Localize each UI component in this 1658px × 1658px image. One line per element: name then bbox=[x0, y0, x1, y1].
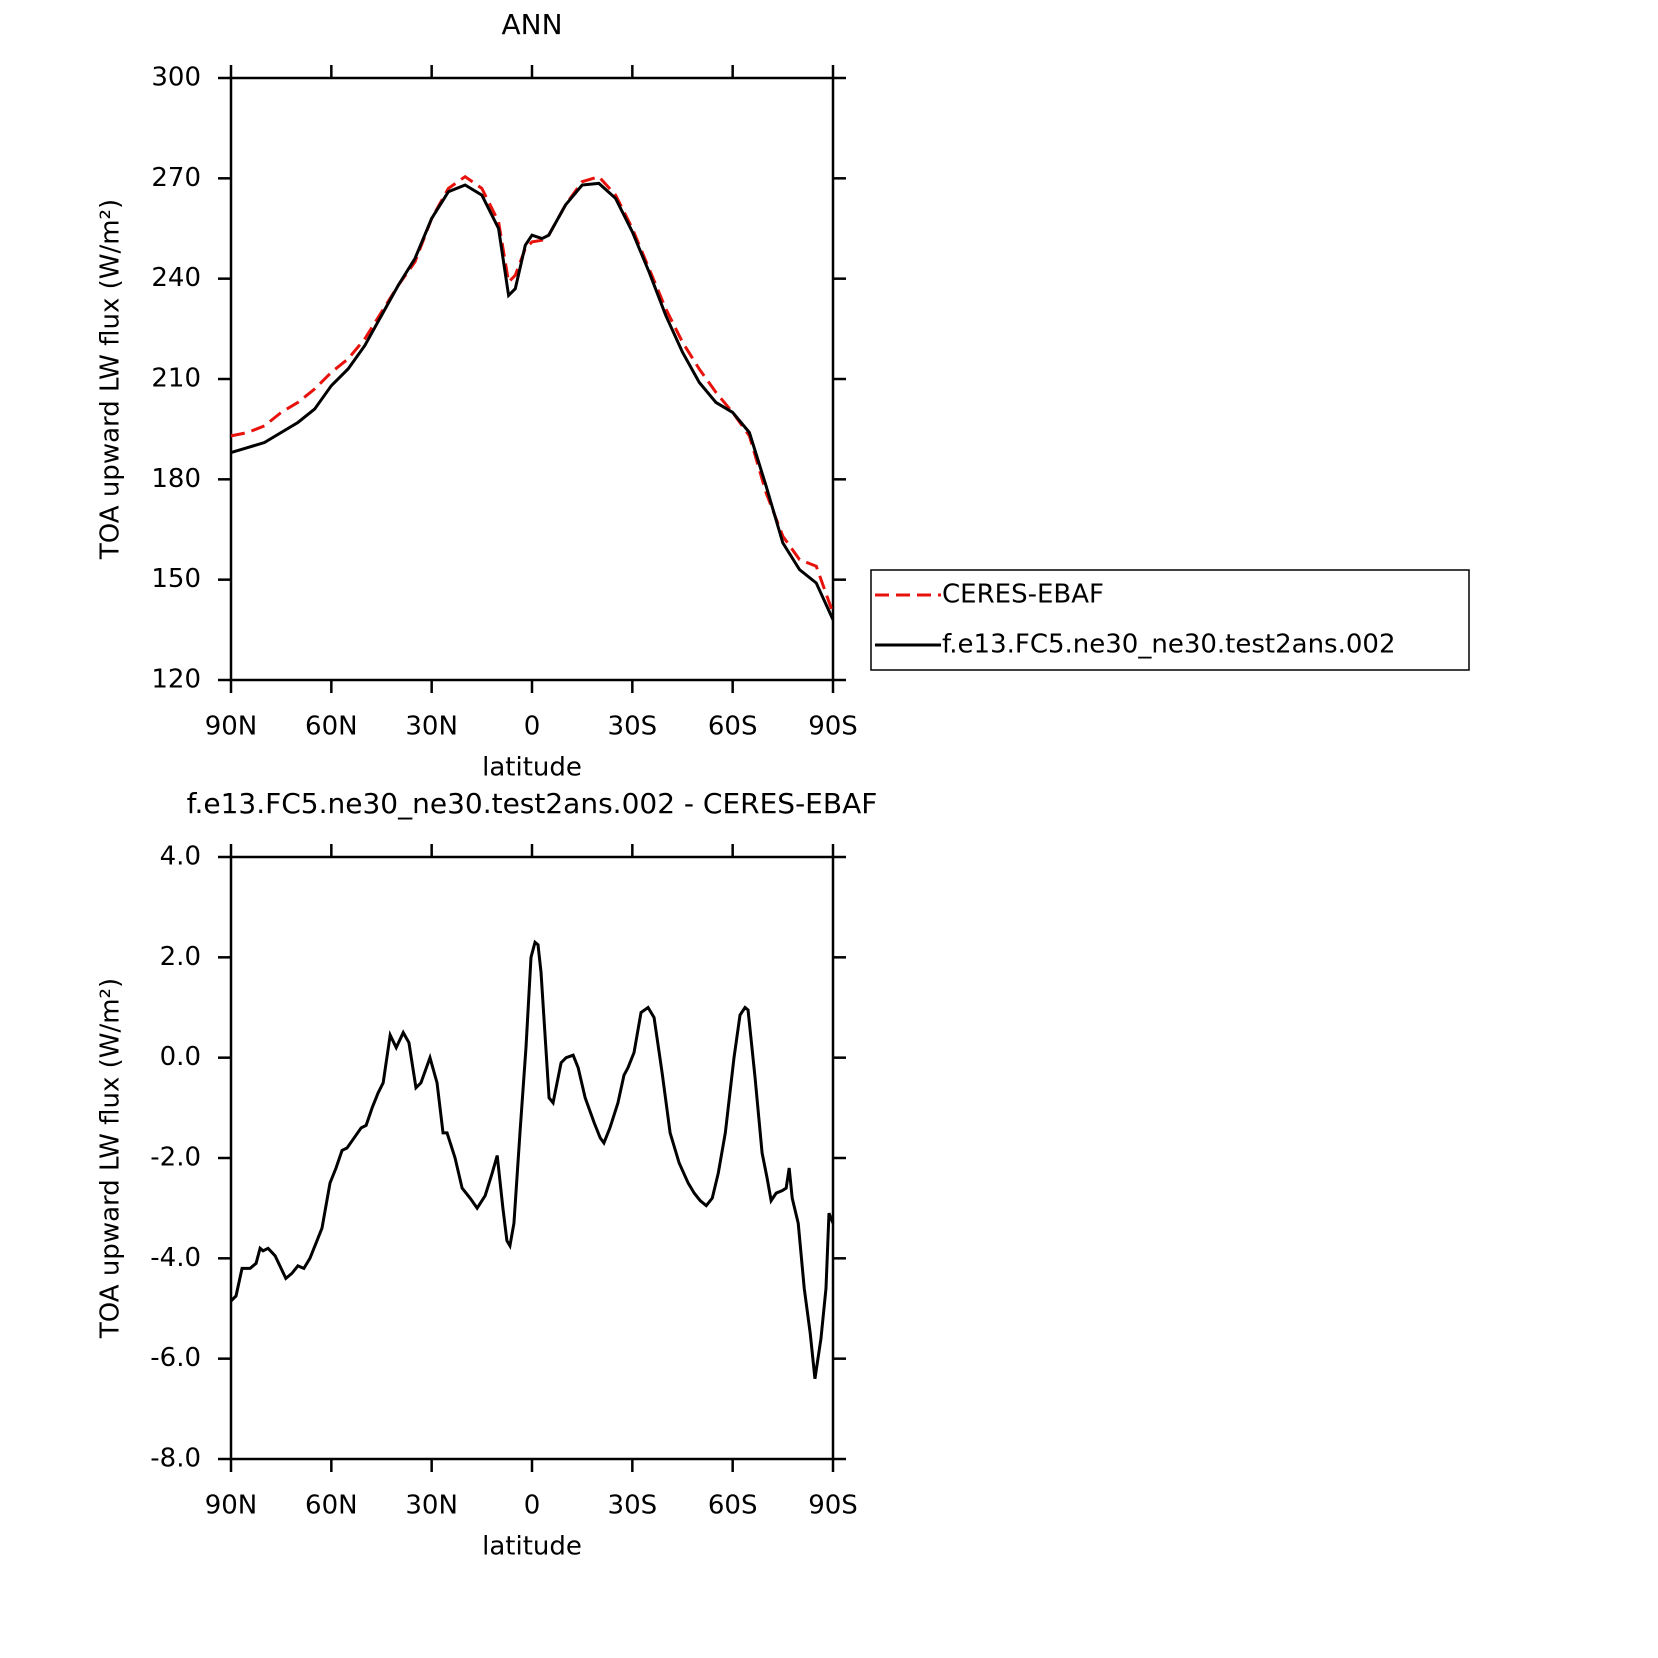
x-axis-label: latitude bbox=[482, 1532, 582, 1562]
x-tick-label: 0 bbox=[524, 712, 541, 742]
y-tick-label: 0.0 bbox=[160, 1042, 201, 1072]
chart-title: f.e13.FC5.ne30_ne30.test2ans.002 - CERES… bbox=[187, 787, 878, 820]
x-tick-label: 60S bbox=[708, 712, 758, 742]
y-tick-label: 180 bbox=[151, 464, 201, 494]
y-tick-label: 150 bbox=[151, 564, 201, 594]
data-line bbox=[230, 181, 835, 621]
plot-frame bbox=[229, 855, 835, 1461]
x-tick-label: 90S bbox=[808, 712, 858, 742]
y-tick-label: -4.0 bbox=[150, 1243, 201, 1273]
data-line bbox=[230, 174, 835, 614]
x-tick-label: 90S bbox=[808, 1491, 858, 1521]
x-tick-label: 60N bbox=[305, 1491, 358, 1521]
x-tick-label: 30S bbox=[608, 1491, 658, 1521]
y-tick-label: -6.0 bbox=[150, 1343, 201, 1373]
x-tick-label: 90N bbox=[205, 712, 258, 742]
x-tick-label: 90N bbox=[205, 1491, 258, 1521]
y-tick-label: 300 bbox=[151, 63, 201, 93]
y-tick-label: 240 bbox=[151, 263, 201, 293]
y-tick-label: 210 bbox=[151, 364, 201, 394]
x-tick-label: 60S bbox=[708, 1491, 758, 1521]
y-axis-label: TOA upward LW flux (W/m²) bbox=[96, 978, 126, 1339]
legend-box bbox=[870, 569, 1470, 671]
legend-label: CERES-EBAF bbox=[942, 580, 1104, 610]
data-line bbox=[229, 939, 835, 1379]
y-tick-label: 120 bbox=[151, 665, 201, 695]
x-tick-label: 60N bbox=[305, 712, 358, 742]
y-tick-label: 270 bbox=[151, 163, 201, 193]
x-axis-label: latitude bbox=[482, 753, 582, 783]
x-tick-label: 30N bbox=[405, 1491, 458, 1521]
plot-frame bbox=[229, 76, 835, 682]
x-tick-label: 30N bbox=[405, 712, 458, 742]
y-axis-label: TOA upward LW flux (W/m²) bbox=[96, 199, 126, 560]
y-tick-label: 2.0 bbox=[160, 942, 201, 972]
y-tick-label: 4.0 bbox=[160, 842, 201, 872]
legend-label: f.e13.FC5.ne30_ne30.test2ans.002 bbox=[942, 630, 1396, 660]
y-tick-label: -2.0 bbox=[150, 1143, 201, 1173]
x-tick-label: 0 bbox=[524, 1491, 541, 1521]
y-tick-label: -8.0 bbox=[150, 1444, 201, 1474]
chart-title: ANN bbox=[501, 8, 562, 41]
x-tick-label: 30S bbox=[608, 712, 658, 742]
